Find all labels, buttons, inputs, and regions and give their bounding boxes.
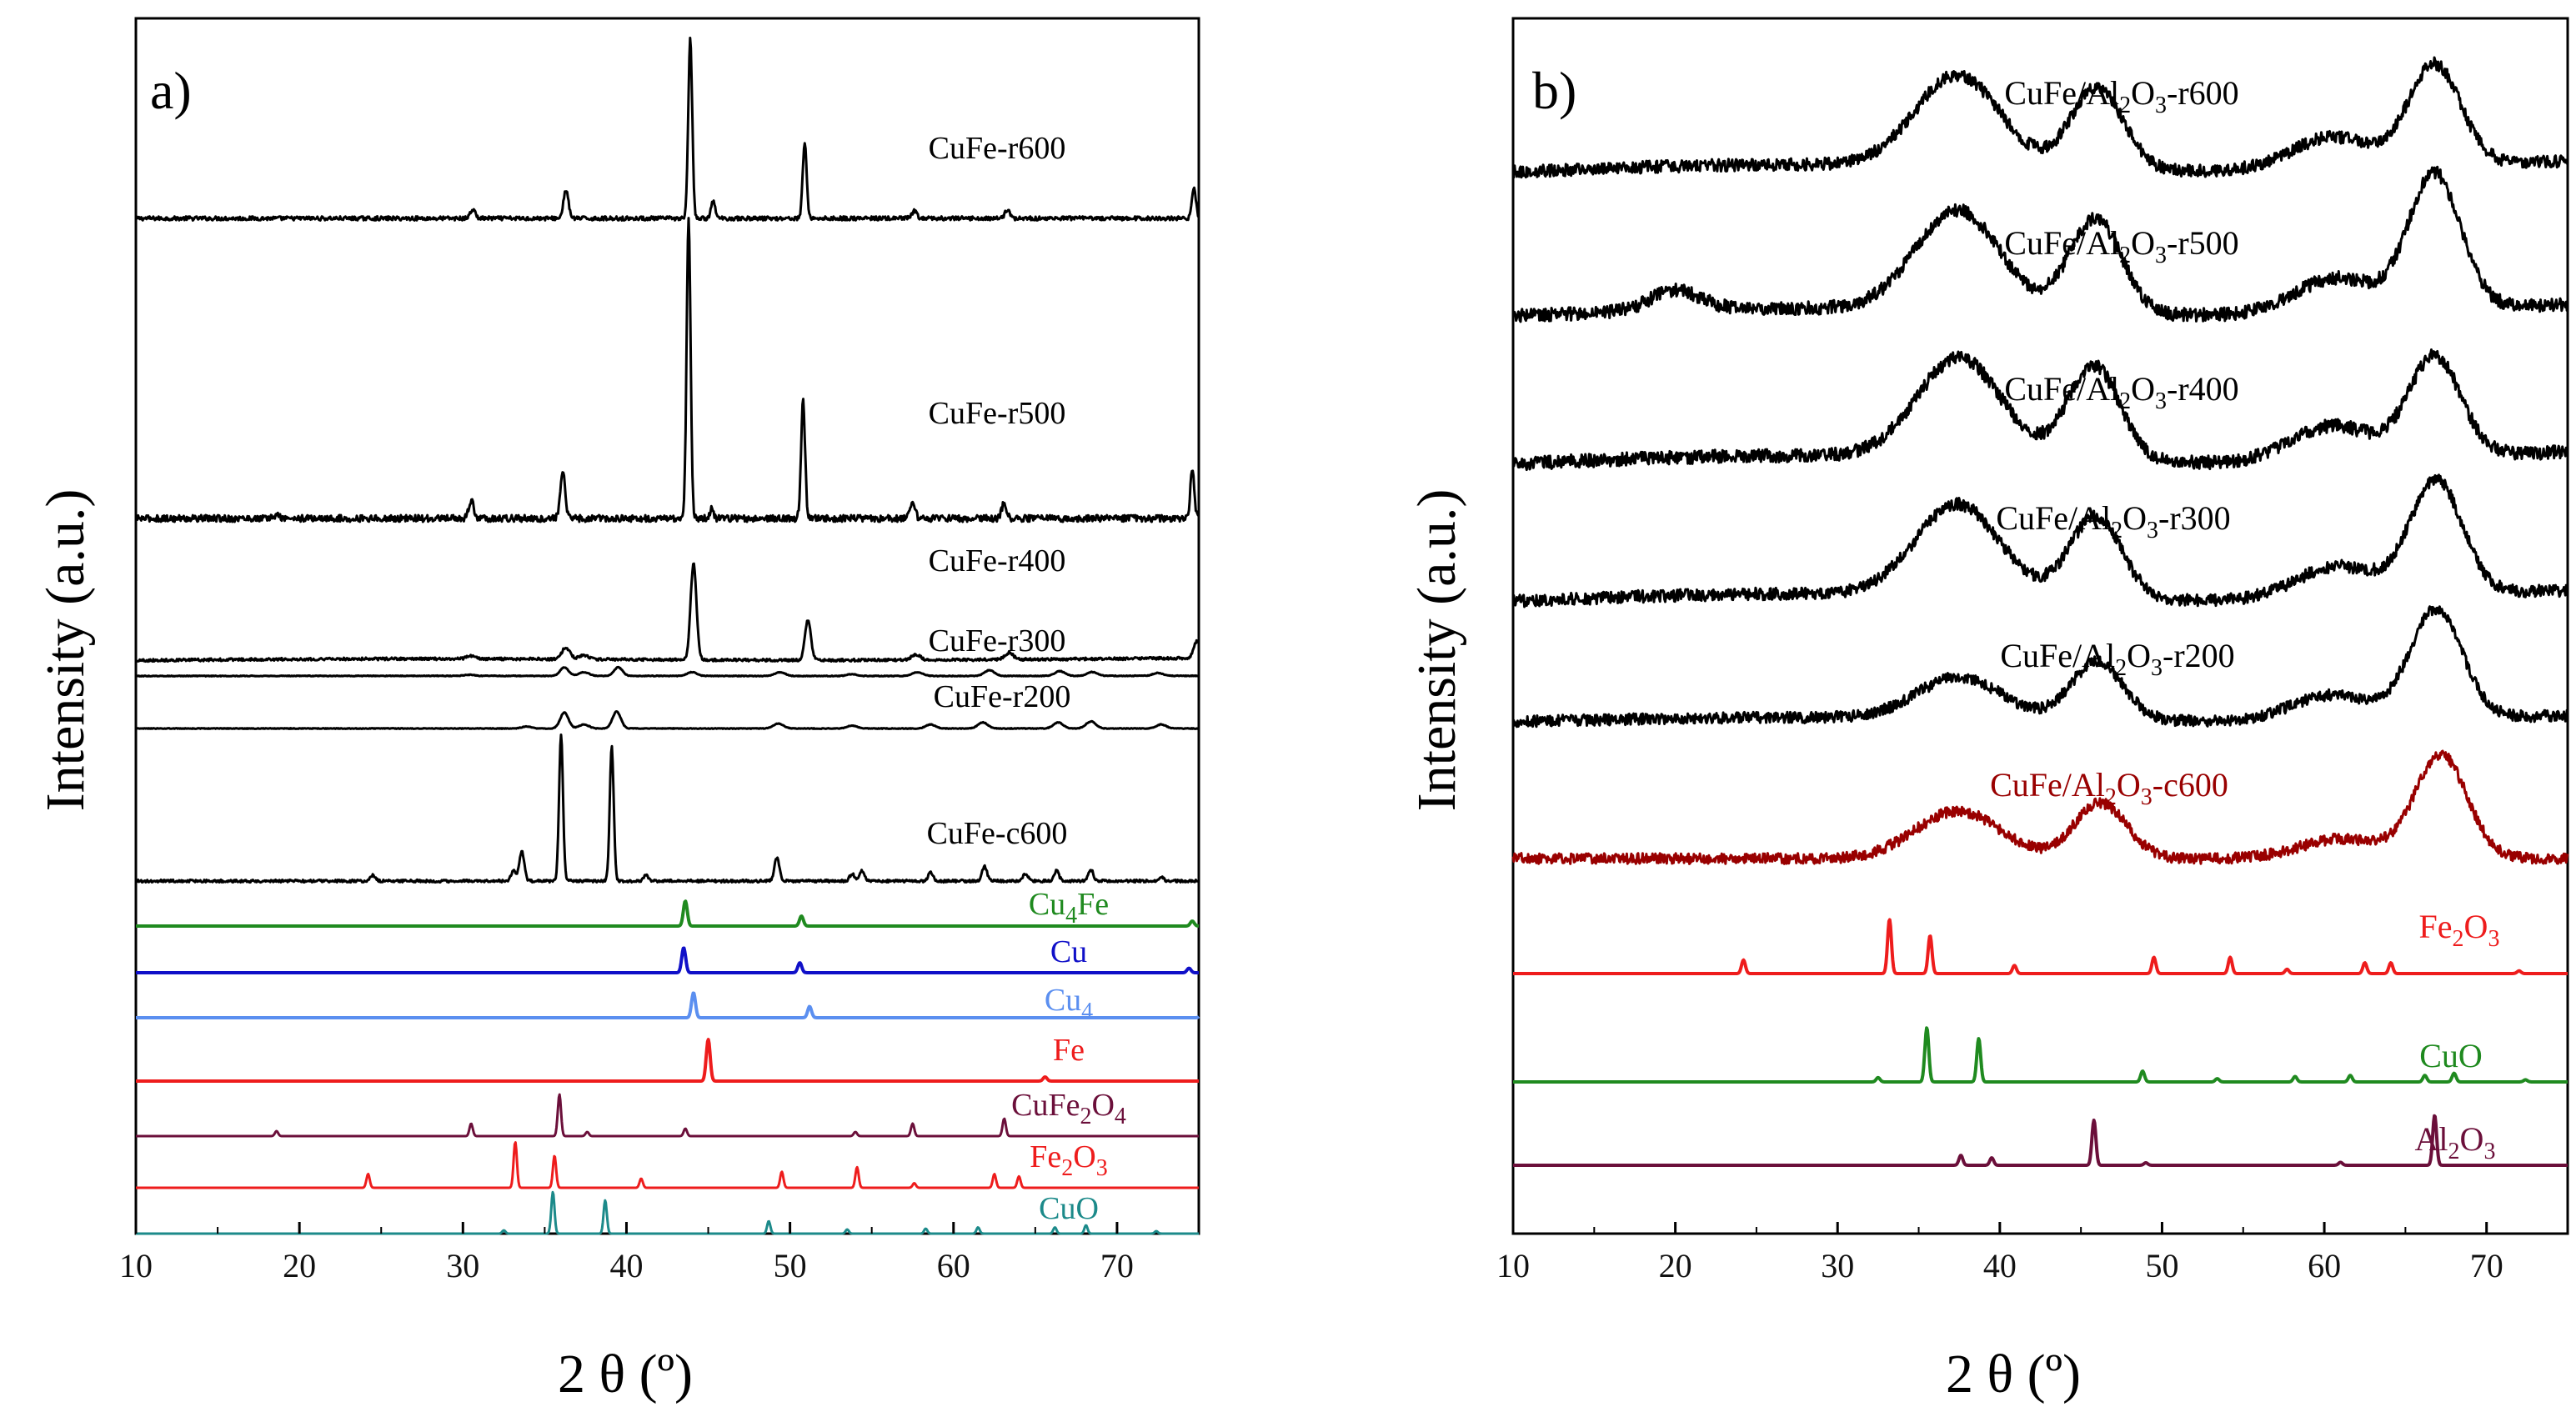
panel-a-label-cu4: Cu4 [1045, 983, 1093, 1024]
panel-b-x-ticks: 10 20 30 40 50 60 70 [1496, 1222, 2503, 1284]
panel-b-frame [1511, 17, 2569, 1235]
panel-b-x-axis-title: 2 θ (º) [1946, 1344, 2081, 1404]
panel-a-label-cuo: CuO [1039, 1191, 1099, 1226]
panel-a-trace-labels: CuFe-r600CuFe-r500CuFe-r400CuFe-r300CuFe… [927, 131, 1126, 1226]
panel-a-label-cufe-r400: CuFe-r400 [929, 543, 1066, 578]
panel-a-x-tick-label: 20 [283, 1247, 316, 1284]
panel-a-label-cu: Cu [1050, 934, 1087, 969]
panel-b-x-tick-label: 10 [1496, 1247, 1530, 1284]
panel-a-trace-cufe2o4 [135, 1093, 1200, 1138]
panel-b-label-cufe-al2o3-c600: CuFe/Al2O3-c600 [1990, 766, 2228, 810]
panel-b-label-cufe-al2o3-r200: CuFe/Al2O3-r200 [2000, 637, 2234, 681]
panel-a-x-tick-label: 30 [446, 1247, 479, 1284]
panel-a-letter: a) [150, 61, 192, 120]
panel-b-x-tick-label: 70 [2470, 1247, 2503, 1284]
panel-a-trace-cu [134, 946, 1200, 974]
panel-b: b) CuFe/Al2O3-r600CuFe/Al2O3-r500CuFe/Al… [1406, 17, 2569, 1404]
panel-a-trace-cuo [135, 1190, 1200, 1235]
panel-b-trace-cufe-al2o3-r300 [1511, 473, 2569, 608]
panel-b-label-cufe-al2o3-r600: CuFe/Al2O3-r600 [2004, 74, 2238, 118]
panel-b-x-tick-label: 50 [2145, 1247, 2178, 1284]
panel-a-label-cu4fe: Cu4Fe [1029, 887, 1109, 929]
panel-a-trace-cufe-r500 [135, 217, 1200, 523]
panel-a-x-tick-label: 70 [1100, 1247, 1134, 1284]
panel-a-label-cufe-c600: CuFe-c600 [927, 816, 1068, 851]
panel-b-trace-labels: CuFe/Al2O3-r600 CuFe/Al2O3-r500 CuFe/Al2O3… [1990, 74, 2499, 1164]
panel-a-x-ticks: 10 20 30 40 50 60 70 [119, 1222, 1134, 1284]
panel-b-trace-cufe-al2o3-r400 [1511, 348, 2569, 472]
panel-a-label-cufe-r200: CuFe-r200 [934, 679, 1071, 714]
panel-b-trace-cufe-al2o3-r500 [1512, 165, 2569, 323]
panel-a-trace-fe [134, 1038, 1200, 1083]
panel-b-trace-cufe-al2o3-r600 [1511, 56, 2569, 179]
panel-a-x-tick-label: 10 [119, 1247, 153, 1284]
panel-a-label-cufe-r300: CuFe-r300 [929, 623, 1066, 658]
panel-b-label-al2o3: Al2O3 [2415, 1120, 2496, 1164]
panel-b-label-cufe-al2o3-r500: CuFe/Al2O3-r500 [2004, 224, 2238, 268]
panel-b-x-tick-label: 60 [2308, 1247, 2341, 1284]
panel-a-label-fe2o3: Fe2O3 [1030, 1139, 1107, 1181]
panel-b-label-cufe-al2o3-r300: CuFe/Al2O3-r300 [1996, 499, 2230, 543]
panel-a-label-cufe2o4: CuFe2O4 [1011, 1088, 1126, 1129]
panel-a-trace-fe2o3 [135, 1141, 1200, 1189]
panel-a-label-cufe-r600: CuFe-r600 [929, 131, 1066, 166]
panel-a-trace-cu4 [134, 991, 1200, 1019]
panel-a-label-fe: Fe [1053, 1033, 1085, 1068]
panel-b-x-tick-label: 40 [1983, 1247, 2017, 1284]
panel-a-x-tick-label: 60 [937, 1247, 970, 1284]
panel-a-label-cufe-r500: CuFe-r500 [929, 396, 1066, 431]
panel-b-y-axis-title: Intensity (a.u.) [1406, 489, 1467, 812]
panel-b-label-fe2o3: Fe2O3 [2419, 908, 2500, 952]
panel-b-x-tick-label: 30 [1821, 1247, 1854, 1284]
panel-a-trace-cufe-r600 [134, 37, 1200, 222]
panel-b-x-tick-label: 20 [1659, 1247, 1692, 1284]
panel-b-trace-cuo [1511, 1026, 2569, 1084]
panel-b-label-cuo: CuO [2419, 1037, 2483, 1074]
panel-b-trace-fe2o3 [1511, 918, 2569, 975]
panel-b-trace-cufe-al2o3-r200 [1511, 605, 2569, 729]
panel-a-x-tick-label: 50 [774, 1247, 807, 1284]
panel-a-trace-cufe-r300 [135, 665, 1200, 678]
panel-a-traces [134, 37, 1200, 1235]
panel-b-trace-al2o3 [1511, 1114, 2569, 1167]
panel-b-traces [1511, 56, 2569, 1167]
panel-a-trace-cu4fe [134, 899, 1200, 928]
panel-a-x-tick-label: 40 [609, 1247, 643, 1284]
panel-a-trace-cufe-c600 [134, 734, 1200, 884]
panel-a-trace-cufe-r200 [135, 710, 1200, 730]
panel-a-x-axis-title: 2 θ (º) [558, 1344, 693, 1404]
panel-a-trace-cufe-r400 [134, 562, 1200, 663]
panel-b-trace-cufe-al2o3-c600 [1511, 749, 2569, 865]
panel-a-y-axis-title: Intensity (a.u.) [35, 489, 96, 812]
panel-b-label-cufe-al2o3-r400: CuFe/Al2O3-r400 [2004, 370, 2238, 414]
panel-a: a) CuFe-r600 CuFe-r500 CuFe-r400 CuFe-r300 C… [35, 17, 1200, 1404]
panel-b-letter: b) [1532, 61, 1576, 120]
